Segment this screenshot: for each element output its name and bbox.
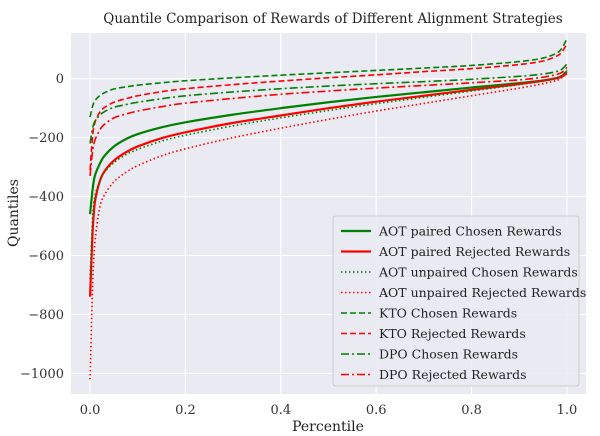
legend-label-0: AOT paired Chosen Rewards (378, 224, 562, 239)
x-axis-label: Percentile (292, 419, 364, 435)
legend-label-1: AOT paired Rejected Rewards (378, 244, 570, 259)
chart-title: Quantile Comparison of Rewards of Differ… (103, 11, 563, 27)
y-tick-label: 0 (56, 72, 64, 87)
series-line-7 (89, 66, 568, 177)
y-tick-label: −200 (28, 131, 64, 146)
legend-label-5: KTO Rejected Rewards (379, 326, 526, 341)
series-line-3 (89, 72, 568, 380)
y-tick-labels: 0 −200 −400 −600 −800 −1000 (20, 72, 64, 382)
legend-label-4: KTO Chosen Rewards (379, 306, 517, 321)
legend: AOT paired Chosen Rewards AOT paired Reje… (332, 215, 586, 387)
legend-label-6: DPO Chosen Rewards (379, 347, 518, 362)
legend-box (332, 215, 580, 387)
y-tick-label: −400 (28, 190, 64, 205)
series-line-1 (88, 72, 568, 297)
x-tick-label: 0.4 (270, 403, 291, 418)
legend-label-3: AOT unpaired Rejected Rewards (378, 285, 586, 300)
x-tick-labels: 0.0 0.2 0.4 0.6 0.8 1.0 (80, 403, 578, 418)
y-axis-label: Quantiles (6, 179, 22, 247)
x-tick-label: 0.6 (366, 403, 387, 418)
x-tick-label: 1.0 (557, 403, 578, 418)
x-tick-label: 0.2 (175, 403, 196, 418)
x-tick-label: 0.0 (80, 403, 101, 418)
series-line-4 (89, 38, 568, 118)
series-lines (88, 38, 568, 380)
legend-label-2: AOT unpaired Chosen Rewards (378, 265, 578, 280)
series-line-6 (89, 63, 568, 144)
y-tick-label: −800 (28, 308, 64, 323)
y-tick-label: −1000 (20, 367, 64, 382)
x-tick-label: 0.8 (461, 403, 482, 418)
y-tick-label: −600 (28, 249, 64, 264)
legend-label-7: DPO Rejected Rewards (379, 367, 527, 382)
series-line-2 (89, 69, 568, 280)
